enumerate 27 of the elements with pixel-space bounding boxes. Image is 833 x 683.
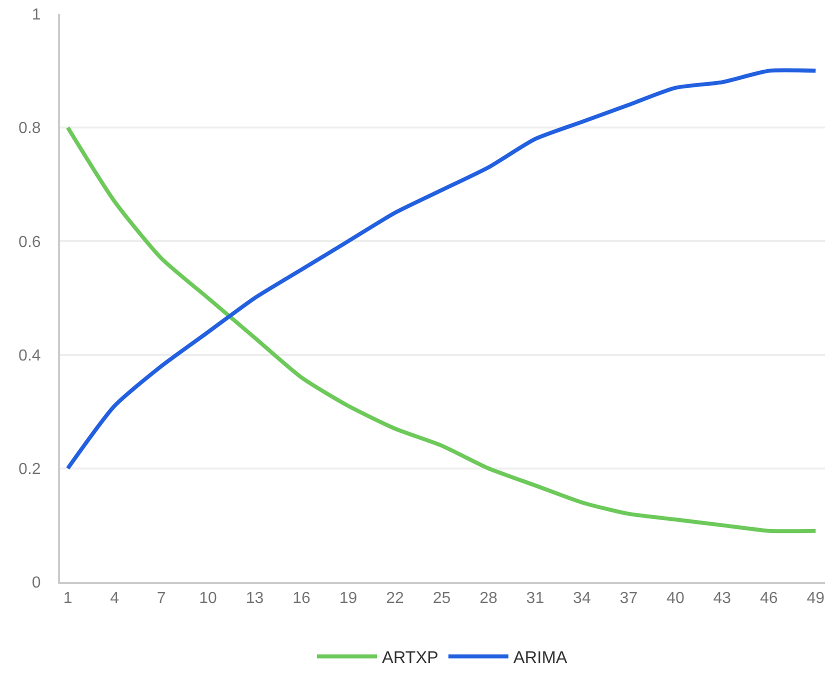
x-tick-label: 43: [713, 590, 732, 608]
x-tick-label: 7: [156, 590, 166, 608]
x-tick-label: 1: [63, 590, 72, 608]
line-series: [66, 68, 818, 470]
x-tick-label: 49: [806, 590, 825, 608]
x-tick-label: 16: [292, 590, 310, 608]
x-tick-label: 13: [246, 590, 264, 608]
line-series: [66, 126, 818, 534]
x-tick-label: 40: [666, 590, 684, 608]
x-tick-label: 31: [526, 590, 544, 608]
y-tick-label: 0.6: [18, 234, 41, 251]
y-tick-label: 0: [32, 574, 41, 592]
x-tick-label: 37: [620, 590, 638, 608]
x-tick-label: 4: [110, 590, 120, 608]
x-tick-label: 19: [339, 590, 358, 608]
legend-label: ARIMA: [513, 648, 568, 667]
x-tick-label: 34: [573, 590, 591, 608]
x-tick-label: 25: [432, 590, 451, 608]
y-tick-label: 0.2: [18, 461, 41, 478]
x-tick-label: 46: [760, 590, 778, 608]
y-tick-label: 1: [32, 6, 41, 24]
x-tick-label: 22: [386, 590, 404, 608]
y-tick-label: 0.4: [18, 347, 41, 364]
legend-label: ARTXP: [382, 648, 438, 667]
x-tick-label: 10: [199, 590, 218, 608]
y-tick-label: 0.8: [18, 120, 41, 138]
x-tick-label: 28: [480, 590, 498, 608]
